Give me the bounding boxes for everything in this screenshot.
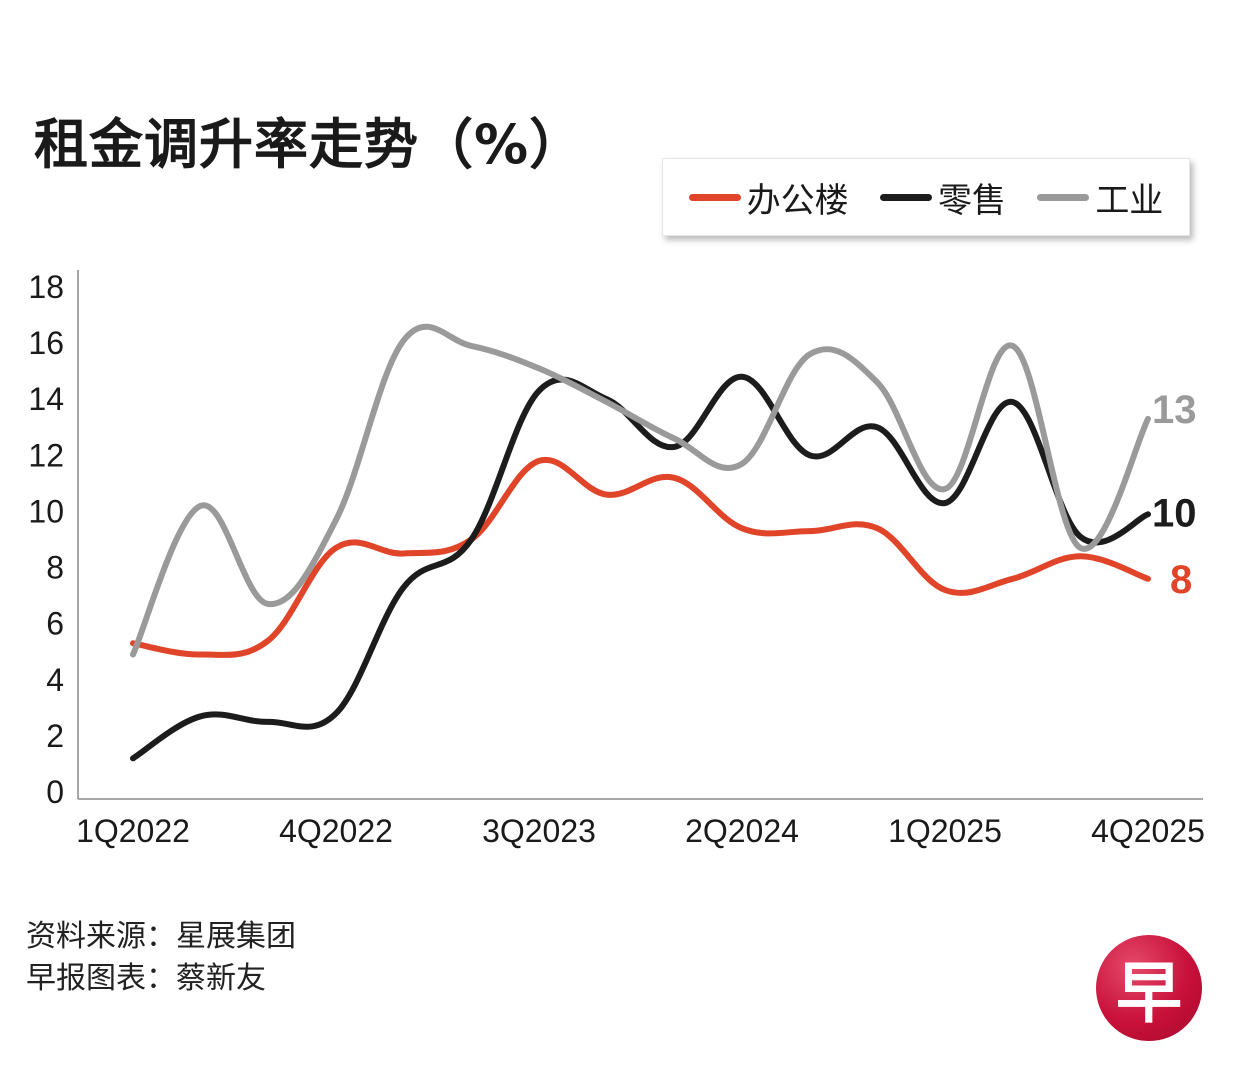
x-tick-label: 1Q2025	[888, 813, 1002, 849]
y-tick-label: 2	[46, 718, 64, 754]
y-tick-label: 16	[28, 325, 64, 361]
end-label-office: 8	[1170, 558, 1192, 602]
credit-line: 早报图表：蔡新友	[26, 961, 266, 996]
series-line-retail	[130, 373, 1151, 762]
x-tick-label: 3Q2023	[482, 813, 596, 849]
chart-legend: 办公楼 零售 工业	[662, 158, 1190, 236]
y-tick-label: 14	[28, 381, 64, 417]
source-credits: 资料来源：星展集团 早报图表：蔡新友	[26, 916, 296, 1000]
legend-item-office: 办公楼	[688, 173, 849, 222]
y-tick-label: 8	[46, 550, 64, 586]
y-tick-label: 4	[46, 662, 64, 698]
legend-swatch-industrial	[1037, 193, 1090, 201]
y-tick-label: 12	[28, 437, 64, 473]
y-tick-label: 0	[46, 774, 64, 810]
line-chart: 0 2 4 6 8 10 12 14 16 18 1Q2022 4Q2022 3Q2023 2Q2024 1…	[28, 269, 1205, 849]
end-label-retail: 10	[1152, 491, 1197, 535]
source-line: 资料来源：星展集团	[26, 919, 296, 954]
legend-label-retail: 零售	[937, 180, 1006, 221]
x-tick-label: 1Q2022	[76, 813, 190, 849]
series-line-industrial	[130, 323, 1151, 658]
y-tick-label: 6	[46, 606, 64, 642]
legend-label-office: 办公楼	[746, 180, 849, 221]
chart-title: 租金调升率走势（%）	[34, 113, 585, 176]
y-tick-label: 10	[28, 493, 64, 529]
series-line-office	[130, 456, 1151, 658]
x-tick-label: 2Q2024	[685, 813, 799, 849]
legend-label-industrial: 工业	[1095, 180, 1164, 221]
x-tick-label: 4Q2025	[1091, 813, 1205, 849]
y-tick-label: 18	[28, 269, 64, 305]
end-label-industrial: 13	[1152, 388, 1197, 432]
legend-item-retail: 零售	[879, 173, 1006, 222]
legend-swatch-office	[688, 193, 741, 201]
legend-swatch-retail	[879, 193, 932, 201]
x-tick-label: 4Q2022	[279, 813, 393, 849]
legend-item-industrial: 工业	[1037, 173, 1163, 222]
zaobao-logo: 早	[1096, 935, 1202, 1041]
